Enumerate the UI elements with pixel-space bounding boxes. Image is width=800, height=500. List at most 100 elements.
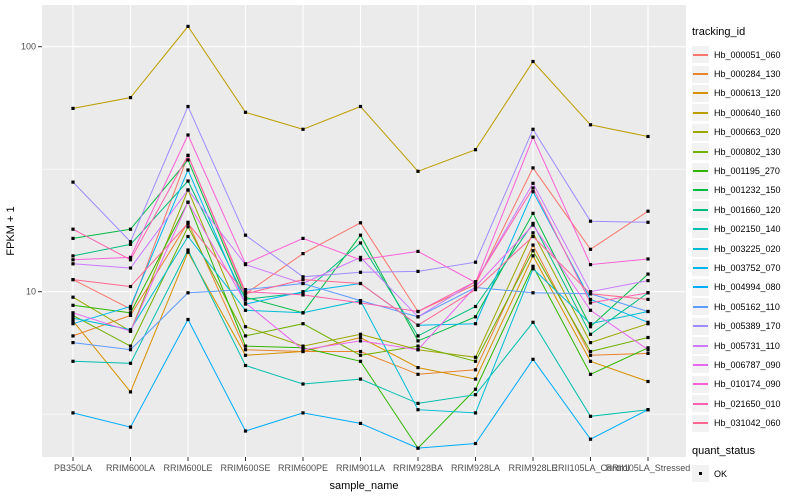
data-point bbox=[243, 262, 248, 266]
data-point bbox=[358, 233, 363, 237]
x-tick-label: RRIM901LA bbox=[336, 463, 385, 473]
legend-item-Hb_000284_130: Hb_000284_130 bbox=[692, 64, 798, 83]
data-point bbox=[588, 301, 593, 305]
data-point bbox=[243, 233, 248, 237]
data-point bbox=[588, 219, 593, 223]
data-point bbox=[588, 372, 593, 376]
data-point bbox=[646, 279, 650, 283]
data-point bbox=[128, 329, 133, 333]
legend-line-swatch-icon bbox=[693, 402, 708, 405]
x-tick-label: RRIM928BA bbox=[393, 463, 443, 473]
data-point bbox=[358, 221, 363, 225]
data-point bbox=[531, 249, 535, 253]
data-point bbox=[301, 252, 305, 256]
data-point bbox=[71, 359, 75, 363]
data-point bbox=[301, 411, 305, 415]
legend-label: Hb_000284_130 bbox=[714, 69, 781, 80]
legend-label: Hb_010174_090 bbox=[714, 379, 781, 390]
data-point bbox=[473, 284, 478, 289]
x-tick-label: RRIM600PE bbox=[278, 463, 328, 473]
data-point bbox=[186, 104, 190, 109]
data-point bbox=[243, 288, 248, 292]
data-point bbox=[71, 316, 75, 320]
data-point bbox=[416, 348, 420, 352]
legend-item-Hb_005389_170: Hb_005389_170 bbox=[692, 316, 798, 335]
data-point bbox=[473, 288, 478, 292]
data-point bbox=[71, 334, 75, 338]
data-point bbox=[473, 393, 478, 397]
legend-label: Hb_005389_170 bbox=[714, 321, 781, 332]
data-point bbox=[588, 263, 593, 267]
data-point bbox=[71, 236, 75, 240]
data-point bbox=[243, 110, 248, 114]
data-point bbox=[243, 308, 248, 312]
legend-key bbox=[692, 298, 709, 316]
data-point bbox=[301, 349, 305, 354]
data-point bbox=[358, 258, 363, 262]
data-point bbox=[71, 106, 75, 110]
plot-area: PB350LA RRIM600LA RRIM600LE RRIM600SE RRIM60… bbox=[5, 5, 690, 492]
data-point bbox=[301, 382, 305, 386]
data-point bbox=[588, 290, 593, 294]
data-point bbox=[301, 322, 305, 326]
legend-item-Hb_003225_020: Hb_003225_020 bbox=[692, 239, 798, 258]
data-point bbox=[301, 275, 305, 279]
legend-key bbox=[692, 395, 709, 413]
data-point bbox=[358, 353, 363, 357]
legend-label: Hb_000051_060 bbox=[714, 49, 781, 60]
data-point bbox=[243, 348, 248, 352]
data-point bbox=[646, 335, 650, 340]
data-point bbox=[71, 295, 75, 299]
data-point bbox=[71, 319, 75, 323]
data-point bbox=[646, 291, 650, 295]
legend-label: Hb_000613_120 bbox=[714, 88, 781, 99]
data-point bbox=[358, 359, 363, 363]
data-point bbox=[588, 359, 593, 363]
data-point bbox=[531, 223, 535, 227]
data-point bbox=[128, 344, 133, 348]
legend-item-Hb_003752_070: Hb_003752_070 bbox=[692, 258, 798, 277]
data-point bbox=[71, 303, 75, 307]
data-point bbox=[301, 344, 305, 348]
data-point bbox=[186, 291, 190, 295]
data-point bbox=[588, 322, 593, 326]
legend-label: Hb_005731_110 bbox=[714, 340, 780, 351]
data-point bbox=[646, 257, 650, 261]
data-point bbox=[301, 278, 305, 282]
data-point bbox=[416, 334, 420, 338]
data-point bbox=[358, 104, 363, 109]
legend-item-Hb_002150_140: Hb_002150_140 bbox=[692, 220, 798, 239]
data-point bbox=[243, 292, 248, 296]
quant-ok-key bbox=[692, 465, 709, 482]
legend-line-swatch-icon bbox=[693, 73, 708, 76]
data-point bbox=[301, 293, 305, 297]
data-point bbox=[128, 258, 133, 262]
data-point bbox=[588, 123, 593, 127]
legend-key bbox=[692, 65, 709, 83]
data-point bbox=[646, 346, 650, 350]
data-point bbox=[646, 272, 650, 276]
legend-item-ok: OK bbox=[692, 464, 798, 483]
legend-item-Hb_000051_060: Hb_000051_060 bbox=[692, 45, 798, 64]
data-point bbox=[588, 332, 593, 336]
legend-key bbox=[692, 278, 709, 296]
legend-item-Hb_005162_110: Hb_005162_110 bbox=[692, 297, 798, 316]
legend-item-Hb_000802_130: Hb_000802_130 bbox=[692, 142, 798, 161]
data-point bbox=[71, 313, 75, 317]
legend-line-swatch-icon bbox=[693, 150, 708, 153]
data-point bbox=[301, 348, 305, 352]
data-point bbox=[128, 348, 133, 352]
x-tick-label: PB350LA bbox=[54, 463, 92, 473]
legend-line-swatch-icon bbox=[693, 131, 708, 134]
legend-key bbox=[692, 143, 709, 161]
legend-label: Hb_003225_020 bbox=[714, 243, 781, 254]
data-point bbox=[416, 249, 420, 253]
data-point bbox=[588, 414, 593, 418]
data-point bbox=[186, 234, 190, 239]
data-point bbox=[473, 368, 478, 372]
legend-key bbox=[692, 162, 709, 180]
data-point bbox=[588, 437, 593, 441]
data-point bbox=[358, 301, 363, 305]
x-tick-label: RRII105LA_Control bbox=[551, 463, 629, 473]
